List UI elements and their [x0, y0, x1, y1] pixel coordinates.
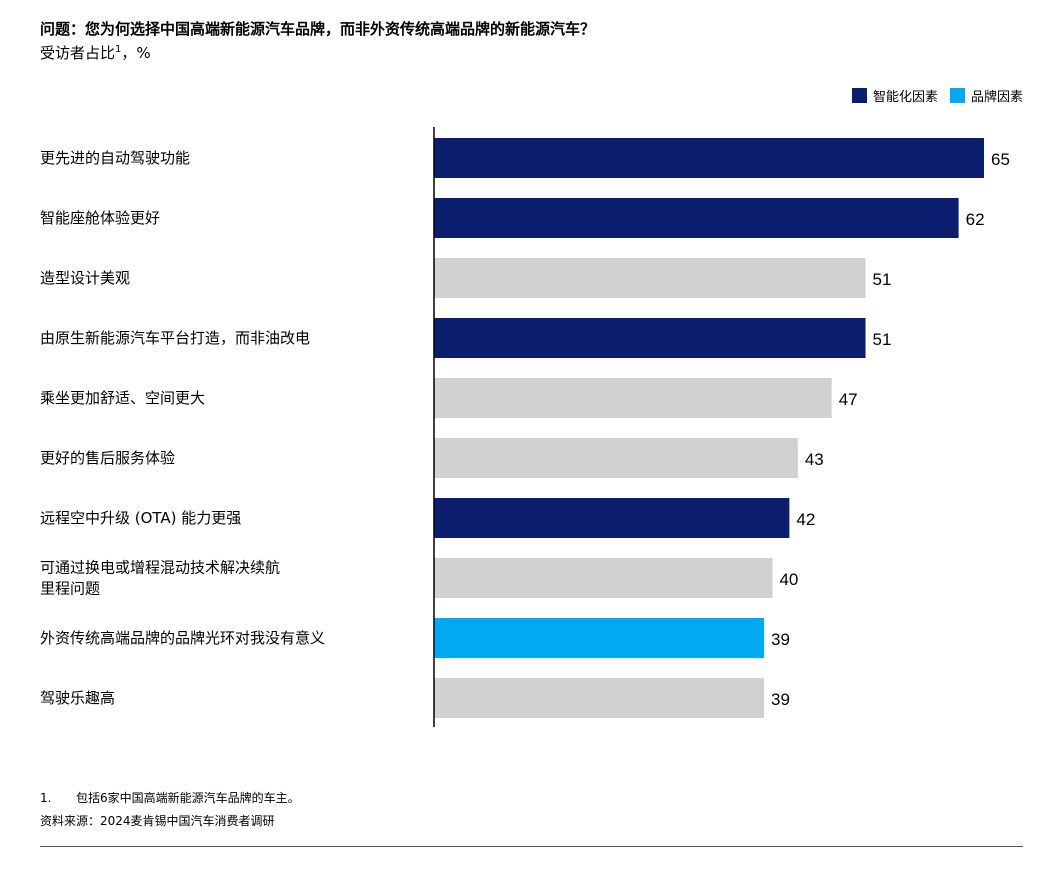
- bar-3: [434, 258, 866, 298]
- category-label-10: 驾驶乐趣高: [40, 689, 115, 707]
- bar-6: [434, 438, 798, 478]
- legend-label-brand: 品牌因素: [970, 90, 1023, 105]
- bar-value-label-10: 39: [771, 690, 790, 709]
- bar-value-label-2: 62: [966, 210, 985, 229]
- bar-10: [434, 678, 764, 718]
- bar-chart: 65 更先进的自动驾驶功能 62 智能座舱体验更好 51 造型设计美观 51 由原生新能源汽车…: [40, 127, 1010, 727]
- category-label-1: 更先进的自动驾驶功能: [40, 149, 190, 167]
- chart-title: 问题：您为何选择中国高端新能源汽车品牌，而非外资传统高端品牌的新能源汽车？: [40, 20, 596, 38]
- bar-value-label-6: 43: [805, 450, 824, 469]
- category-label-8: 可通过换电或增程混动技术解决续航里程问题: [40, 559, 280, 598]
- category-label-2: 智能座舱体验更好: [40, 209, 160, 227]
- legend-swatch-brand: [949, 88, 965, 103]
- bar-7: [434, 498, 790, 538]
- bar-value-label-4: 51: [873, 330, 892, 349]
- legend-item-brand: 品牌因素: [949, 86, 1023, 105]
- subtitle-unit: ，%: [121, 44, 151, 62]
- footnote-text: 包括6家中国高端新能源汽车品牌的车主。: [76, 791, 300, 805]
- subtitle-text: 受访者占比: [40, 44, 116, 62]
- category-label-5: 乘坐更加舒适、空间更大: [40, 389, 205, 407]
- category-label-4: 由原生新能源汽车平台打造，而非油改电: [40, 329, 310, 347]
- bar-value-label-1: 65: [991, 150, 1010, 169]
- category-label-9: 外资传统高端品牌的品牌光环对我没有意义: [40, 629, 325, 647]
- bar-2: [434, 198, 959, 238]
- chart-subtitle: 受访者占比1，%: [40, 42, 151, 63]
- bar-value-label-3: 51: [873, 270, 892, 289]
- bar-1: [434, 138, 984, 178]
- category-label-3: 造型设计美观: [40, 269, 130, 287]
- bar-8: [434, 558, 773, 598]
- legend-item-smart: 智能化因素: [851, 86, 938, 105]
- bar-value-label-8: 40: [779, 570, 798, 589]
- category-label-6: 更好的售后服务体验: [40, 449, 175, 467]
- source-note: 资料来源：2024麦肯锡中国汽车消费者调研: [40, 814, 275, 828]
- legend-swatch-smart: [851, 88, 867, 103]
- chart-legend: 智能化因素 品牌因素: [840, 86, 1023, 105]
- bar-5: [434, 378, 832, 418]
- bar-value-label-9: 39: [771, 630, 790, 649]
- bottom-divider: [40, 846, 1023, 847]
- subtitle-footnote-marker: 1: [115, 44, 122, 55]
- bar-4: [434, 318, 866, 358]
- bar-9: [434, 618, 764, 658]
- footnote-number: 1.: [40, 791, 52, 805]
- bar-value-label-7: 42: [796, 510, 815, 529]
- footnote: 1. 包括6家中国高端新能源汽车品牌的车主。: [40, 789, 300, 806]
- category-label-7: 远程空中升级 (OTA) 能力更强: [40, 509, 241, 527]
- bar-value-label-5: 47: [839, 390, 858, 409]
- legend-label-smart: 智能化因素: [872, 90, 938, 105]
